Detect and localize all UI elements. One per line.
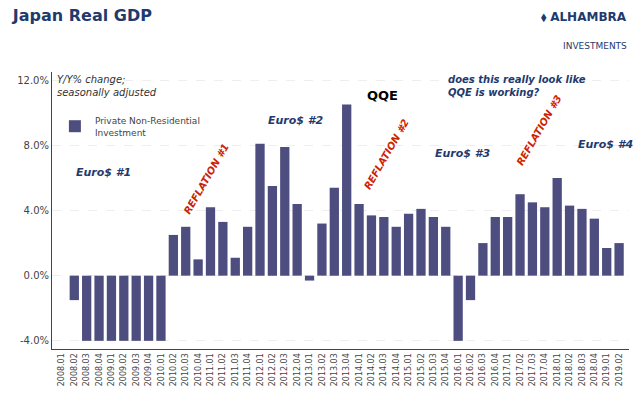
svg-text:2009.01: 2009.01 (107, 353, 116, 386)
svg-text:QQE: QQE (367, 88, 398, 103)
svg-text:2012.03: 2012.03 (280, 353, 289, 386)
svg-text:2019.02: 2019.02 (615, 353, 624, 386)
svg-text:does this really look likeQQE: does this really look likeQQE is working… (448, 74, 586, 98)
svg-text:2015.03: 2015.03 (429, 353, 438, 386)
svg-text:Euro$ #3: Euro$ #3 (435, 147, 490, 160)
svg-text:12.0%: 12.0% (17, 75, 49, 86)
svg-text:2009.03: 2009.03 (132, 353, 141, 386)
svg-text:2015.02: 2015.02 (417, 353, 426, 386)
svg-text:2011.01: 2011.01 (206, 353, 215, 386)
svg-text:2008.01: 2008.01 (58, 353, 67, 386)
svg-text:2012.02: 2012.02 (268, 353, 277, 386)
svg-text:2018.01: 2018.01 (553, 353, 562, 386)
svg-text:2014.04: 2014.04 (392, 353, 401, 386)
svg-text:2008.03: 2008.03 (82, 353, 91, 386)
svg-text:2012.01: 2012.01 (256, 353, 265, 386)
svg-text:2008.02: 2008.02 (70, 353, 79, 386)
svg-text:2011.03: 2011.03 (231, 353, 240, 386)
svg-text:2013.04: 2013.04 (342, 353, 351, 386)
svg-text:2017.02: 2017.02 (516, 353, 525, 386)
svg-text:2011.02: 2011.02 (218, 353, 227, 386)
svg-text:4.0%: 4.0% (24, 205, 49, 216)
svg-text:2017.01: 2017.01 (503, 353, 512, 386)
svg-text:REFLATION #1: REFLATION #1 (182, 142, 231, 216)
svg-text:2010.04: 2010.04 (194, 353, 203, 386)
svg-text:REFLATION #2: REFLATION #2 (362, 117, 411, 191)
svg-text:2013.02: 2013.02 (318, 353, 327, 386)
svg-text:2016.04: 2016.04 (491, 353, 500, 386)
svg-text:2011.04: 2011.04 (243, 353, 252, 386)
svg-text:2014.02: 2014.02 (367, 353, 376, 386)
svg-text:2015.04: 2015.04 (441, 353, 450, 386)
svg-text:2010.03: 2010.03 (181, 353, 190, 386)
svg-text:2016.02: 2016.02 (466, 353, 475, 386)
svg-text:INVESTMENTS: INVESTMENTS (563, 41, 627, 51)
svg-text:2014.01: 2014.01 (355, 353, 364, 386)
svg-text:0.0%: 0.0% (24, 270, 49, 281)
svg-text:Private Non-ResidentialInvestm: Private Non-ResidentialInvestment (95, 116, 200, 138)
svg-text:2009.04: 2009.04 (144, 353, 153, 386)
svg-text:2015.01: 2015.01 (404, 353, 413, 386)
svg-text:Japan Real GDP: Japan Real GDP (12, 6, 152, 25)
svg-text:2017.03: 2017.03 (528, 353, 537, 386)
svg-text:Euro$ #4: Euro$ #4 (578, 138, 633, 151)
svg-text:2018.02: 2018.02 (565, 353, 574, 386)
svg-text:2018.04: 2018.04 (590, 353, 599, 386)
svg-text:2018.03: 2018.03 (578, 353, 587, 386)
svg-text:2013.03: 2013.03 (330, 353, 339, 386)
svg-text:REFLATION #3: REFLATION #3 (514, 93, 563, 167)
svg-text:2013.01: 2013.01 (305, 353, 314, 386)
svg-text:2019.01: 2019.01 (602, 353, 611, 386)
svg-text:2017.04: 2017.04 (540, 353, 549, 386)
svg-text:2010.02: 2010.02 (169, 353, 178, 386)
svg-text:Y/Y% change;seasonally adjuste: Y/Y% change;seasonally adjusted (57, 74, 157, 98)
svg-text:8.0%: 8.0% (24, 140, 49, 151)
svg-text:2012.04: 2012.04 (293, 353, 302, 386)
svg-text:Euro$ #2: Euro$ #2 (268, 114, 323, 127)
svg-text:-4.0%: -4.0% (20, 335, 49, 346)
svg-text:2016.03: 2016.03 (478, 353, 487, 386)
svg-text:⬧ ALHAMBRA: ⬧ ALHAMBRA (540, 10, 627, 24)
svg-text:2010.01: 2010.01 (157, 353, 166, 386)
svg-text:2008.04: 2008.04 (95, 353, 104, 386)
svg-text:2009.02: 2009.02 (119, 353, 128, 386)
svg-text:2016.01: 2016.01 (454, 353, 463, 386)
svg-text:Euro$ #1: Euro$ #1 (76, 166, 131, 179)
svg-text:2014.03: 2014.03 (379, 353, 388, 386)
